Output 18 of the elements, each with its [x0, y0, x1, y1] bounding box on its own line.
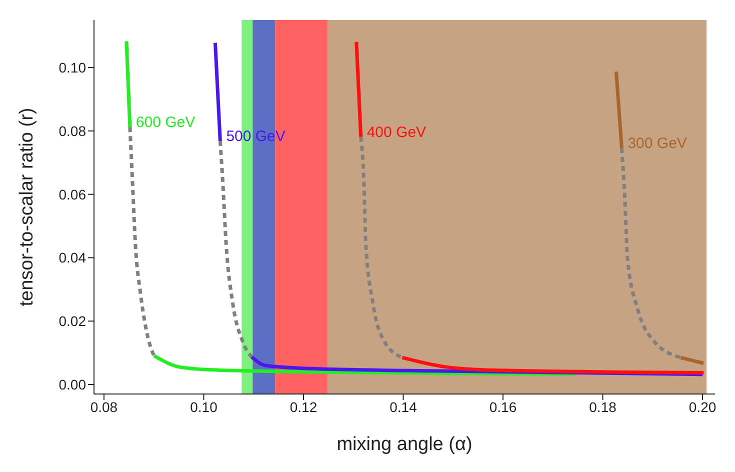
series-label: 400 GeV: [366, 124, 426, 141]
y-tick-label: 0.04: [58, 250, 86, 266]
series-label: 600 GeV: [136, 114, 196, 132]
y-tick-label: 0.08: [58, 122, 86, 139]
x-tick-label: 0.16: [489, 398, 517, 415]
x-axis-title: mixing angle (α): [336, 434, 472, 455]
series-label: 300 GeV: [628, 135, 687, 152]
y-tick-label: 0.06: [58, 186, 86, 202]
x-tick-label: 0.14: [390, 398, 418, 415]
x-tick-label: 0.20: [688, 398, 716, 415]
y-tick-label: 0.00: [58, 376, 86, 392]
x-tick-label: 0.18: [589, 398, 617, 415]
x-tick-label: 0.10: [190, 398, 218, 415]
y-tick-label: 0.10: [58, 60, 86, 76]
x-tick-label: 0.08: [90, 398, 118, 415]
y-tick-label: 0.02: [58, 313, 86, 330]
x-tick-label: 0.12: [290, 398, 318, 415]
y-axis-title: tensor-to-scalar ratio (r): [16, 108, 38, 306]
